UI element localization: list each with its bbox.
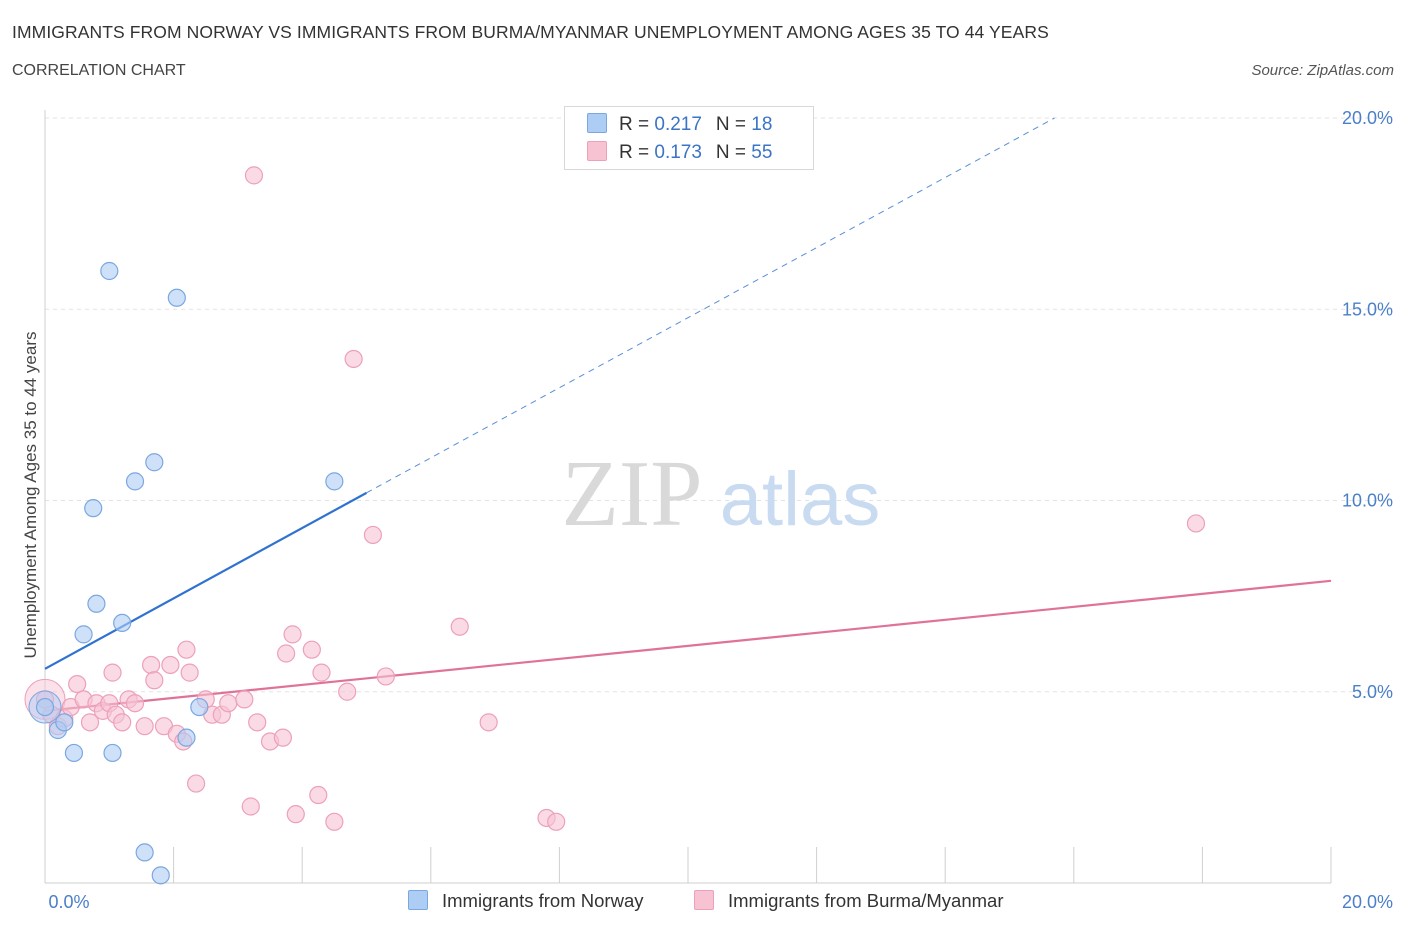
r-label: R = — [619, 142, 655, 163]
watermark-zip: ZIP — [562, 442, 703, 546]
tick-labels: 5.0% 10.0% 15.0% 20.0% 0.0% 20.0% — [48, 108, 1393, 912]
data-point-norway — [190, 697, 209, 717]
data-point-norway — [113, 613, 132, 633]
data-point-burma — [103, 663, 122, 682]
data-point-burma — [450, 617, 469, 636]
trend-line-burma — [44, 579, 1332, 712]
chart-subtitle: CORRELATION CHART — [12, 62, 186, 79]
data-point-burma — [283, 625, 302, 644]
data-point-burma — [479, 713, 498, 732]
y-tick-label: 5.0% — [1352, 682, 1393, 702]
gridlines — [45, 117, 1392, 693]
data-point-norway — [135, 843, 154, 862]
data-point-burma — [135, 717, 154, 736]
data-point-burma — [141, 655, 161, 675]
data-point-burma — [363, 525, 383, 545]
data-point-norway — [103, 743, 122, 763]
burma-swatch — [587, 141, 607, 161]
y-tick-label: 10.0% — [1342, 491, 1393, 511]
chart-title: IMMIGRANTS FROM NORWAY VS IMMIGRANTS FRO… — [12, 22, 1049, 42]
legend-row-norway: R = 0.217 N = 18 — [587, 113, 772, 137]
trend-lines — [44, 117, 1332, 712]
data-point-burma — [309, 785, 328, 805]
data-point-burma — [113, 713, 132, 732]
data-point-burma — [312, 663, 331, 682]
data-point-burma — [286, 805, 305, 824]
n-label: N = — [715, 114, 752, 135]
data-point-burma — [235, 690, 254, 709]
burma-swatch — [694, 890, 714, 910]
data-point-burma — [376, 667, 395, 686]
x-tick-label: 20.0% — [1342, 892, 1393, 912]
n-value-norway: 18 — [751, 114, 773, 135]
data-point-norway — [64, 743, 84, 763]
data-point-norway — [55, 713, 74, 732]
source-credit: Source: ZipAtlas.com — [1251, 62, 1394, 79]
n-value-burma: 55 — [751, 142, 773, 163]
norway-swatch — [587, 113, 607, 133]
data-point-norway — [125, 472, 145, 491]
y-tick-label: 20.0% — [1342, 108, 1393, 128]
data-point-burma — [80, 713, 100, 732]
r-value-burma: 0.173 — [654, 142, 702, 163]
legend-label-burma: Immigrants from Burma/Myanmar — [728, 890, 1004, 911]
r-value-norway: 0.217 — [654, 114, 702, 135]
trend-line-norway — [44, 491, 368, 670]
data-point-burma — [273, 728, 293, 747]
trend-line-norway-extension — [366, 117, 1055, 494]
axes — [44, 110, 1332, 884]
data-point-burma — [244, 166, 264, 185]
data-point-norway — [87, 594, 106, 613]
data-point-norway — [84, 499, 103, 518]
data-point-norway — [100, 261, 119, 281]
data-point-burma — [325, 812, 344, 831]
legend-item-burma[interactable]: Immigrants from Burma/Myanmar — [694, 890, 1004, 912]
data-point-burma — [219, 694, 238, 713]
data-point-burma — [161, 655, 180, 675]
data-point-norway — [325, 472, 344, 491]
legend-row-burma: R = 0.173 N = 55 — [587, 141, 772, 165]
data-point-norway — [167, 288, 186, 307]
data-point-burma — [302, 640, 321, 659]
x-tick-label: 0.0% — [48, 892, 89, 912]
n-label: N = — [715, 142, 752, 163]
r-label: R = — [619, 114, 655, 135]
data-point-norway — [177, 728, 196, 747]
data-point-burma — [187, 774, 206, 793]
data-point-burma — [180, 663, 199, 682]
series-norway-points — [28, 261, 344, 885]
watermark-atlas: atlas — [720, 457, 881, 542]
y-tick-label: 15.0% — [1342, 299, 1393, 319]
watermark: ZIP atlas — [562, 442, 881, 546]
legend-item-norway[interactable]: Immigrants from Norway — [408, 890, 643, 912]
y-axis-label: Unemployment Among Ages 35 to 44 years — [21, 332, 40, 659]
data-point-burma — [177, 640, 196, 659]
data-point-norway — [151, 866, 170, 885]
data-point-burma — [68, 674, 87, 694]
data-point-norway — [35, 697, 55, 717]
data-point-burma — [277, 644, 296, 663]
data-point-burma — [547, 812, 566, 831]
stats-legend: R = 0.217 N = 18 R = 0.173 N = 55 — [564, 106, 814, 170]
data-point-burma — [248, 713, 267, 732]
norway-swatch — [408, 890, 428, 910]
data-point-norway — [145, 453, 164, 472]
data-point-norway — [74, 625, 93, 644]
legend-label-norway: Immigrants from Norway — [442, 890, 644, 911]
data-point-burma — [145, 671, 164, 690]
data-point-burma — [125, 694, 145, 713]
data-point-burma — [344, 349, 363, 369]
data-point-burma — [241, 797, 260, 816]
data-point-burma — [338, 682, 357, 701]
data-point-burma — [1186, 514, 1206, 533]
